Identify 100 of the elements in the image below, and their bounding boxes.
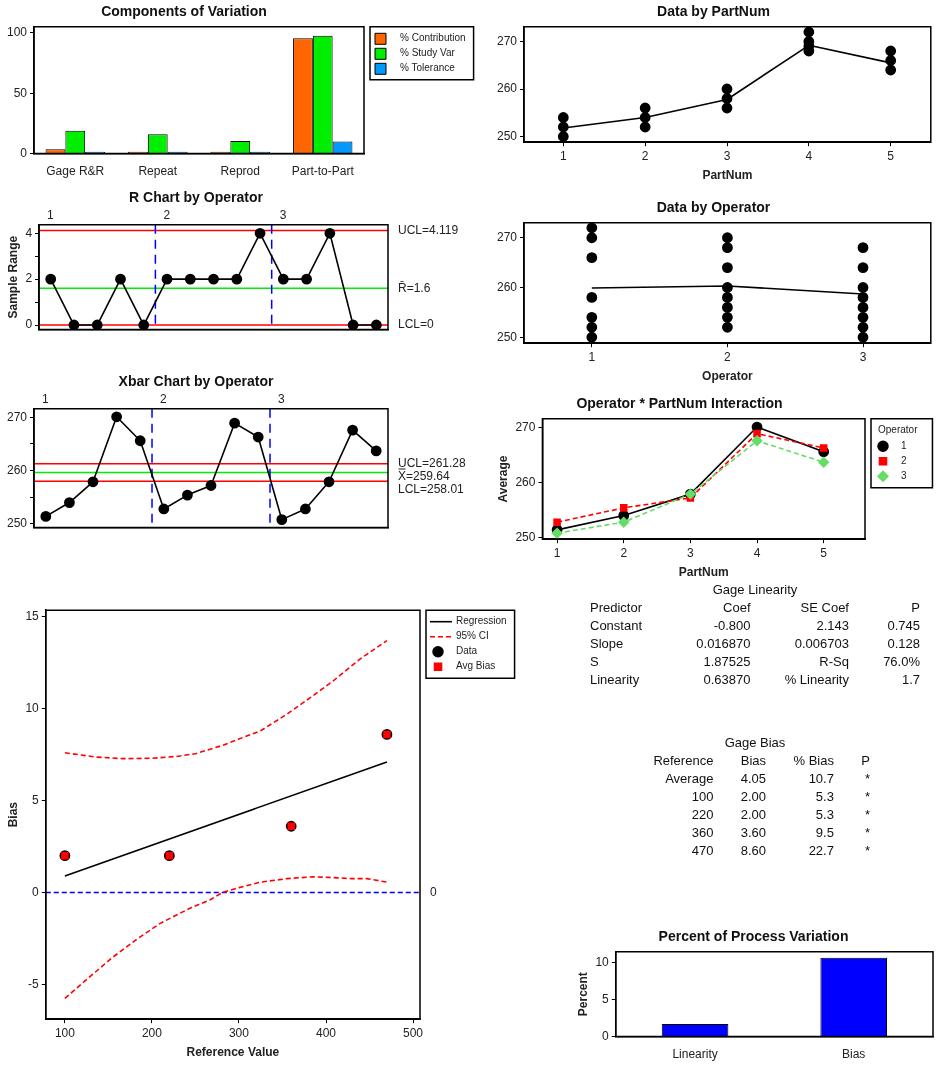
x-tick-label: 1 [553,545,561,560]
y-tick-label: 10 [25,701,40,715]
text: 3.60 [739,825,767,840]
y-tick-label: 270 [515,419,536,434]
y-tick-label: 260 [496,81,518,96]
ref-line-label: 0 [430,884,437,899]
text: Constant [590,618,644,633]
text: 100 [690,789,714,804]
legend-label: % Study Var [400,47,456,59]
y-tick-label: 250 [496,329,518,344]
y-tick-label: 260 [6,462,28,477]
text: 1.7 [900,672,920,687]
y-axis-title: Average [495,455,510,503]
text: 1 [42,392,50,407]
text: 4.05 [739,771,767,786]
text: 9.5 [814,825,834,840]
text: 2.00 [739,807,767,822]
text: P [910,600,920,615]
legend-label: Data [456,645,478,657]
text: * [863,807,870,822]
text: 1.87525 [702,654,751,669]
y-tick-label: 250 [6,516,28,531]
ref-line-label: R̄=1.6 [398,280,431,295]
text: * [863,825,870,840]
text: % Bias [792,753,834,768]
text: 5.3 [814,789,834,804]
text: Gage Linearity [711,582,799,597]
x-tick-label: 3 [723,148,731,163]
y-axis-title: Sample Range [5,235,20,319]
y-tick-label: 0 [20,145,28,160]
text: 5.3 [814,807,834,822]
x-tick-label: 4 [753,545,761,560]
text: 470 [690,843,714,858]
y-tick-label: 100 [6,25,28,40]
x-tick-label: 300 [228,1025,250,1040]
text: 0.745 [886,618,920,633]
text: * [863,771,870,786]
x-tick-label: 100 [54,1025,76,1040]
text: 0.006703 [793,636,849,651]
text: S [590,654,600,669]
text: 2 [163,208,171,223]
ref-line-label: UCL=261.28 [398,456,467,471]
text: 0.128 [886,636,920,651]
x-tick-label: 1 [588,349,596,364]
y-tick-label: 250 [515,529,536,544]
text: 2.143 [815,618,849,633]
ref-line-label: X̿=259.64 [397,468,451,484]
ref-line-label: UCL=4.119 [398,222,459,237]
x-tick-label: Part-to-Part [291,164,355,179]
text: Reference [652,753,714,768]
y-tick-label: 4 [25,225,33,240]
chart-title: Xbar Chart by Operator [118,373,274,390]
text: 10.7 [807,771,834,786]
y-axis-title: Bias [5,801,20,828]
y-tick-label: 15 [25,609,40,624]
text: 0.63870 [702,672,751,687]
x-tick-label: 5 [820,545,828,560]
y-tick-label: 250 [496,128,518,143]
y-tick-label: 10 [595,955,610,970]
legend-label: 1 [901,440,907,452]
y-tick-label: 270 [6,409,28,424]
y-tick-label: 50 [13,85,28,100]
y-axis-title: Percent [575,972,590,1017]
y-tick-label: 2 [25,271,33,286]
chart-title: Data by PartNum [657,3,770,20]
x-axis-title: PartNum [678,565,729,580]
legend-label: Regression [456,615,507,627]
text: -0.800 [712,618,751,633]
chart-title: Percent of Process Variation [658,928,849,945]
x-tick-label: Reprod [220,164,260,179]
x-tick-label: 3 [859,349,867,364]
x-tick-label: 400 [315,1025,337,1040]
y-tick-label: 0 [602,1028,610,1043]
x-tick-label: 3 [687,545,695,560]
legend-label: 2 [901,455,907,467]
y-tick-label: 5 [32,792,40,807]
text: Gage Bias [723,735,787,750]
x-tick-label: 500 [403,1025,424,1040]
chart-title: Components of Variation [101,3,267,20]
text: SE Coef [799,600,849,615]
legend-label: 3 [901,470,907,482]
text: % Linearity [783,672,849,687]
ref-line-label: LCL=258.01 [398,482,465,497]
text: R-Sq [818,654,849,669]
text: 2.00 [739,789,767,804]
text: 1 [47,208,55,223]
x-tick-label: Repeat [138,164,178,179]
text: 0.016870 [695,636,751,651]
legend-label: % Contribution [400,32,466,44]
text: Average [664,771,714,786]
legend-label: Avg Bias [456,660,496,672]
y-tick-label: -5 [28,976,40,991]
x-tick-label: 4 [805,148,813,163]
y-tick-label: 270 [496,33,518,48]
text: 76.0% [882,654,920,669]
x-tick-label: 200 [141,1025,163,1040]
text: * [863,843,870,858]
text: Bias [739,753,767,768]
y-tick-label: 260 [496,279,518,294]
y-tick-label: 0 [32,884,40,899]
